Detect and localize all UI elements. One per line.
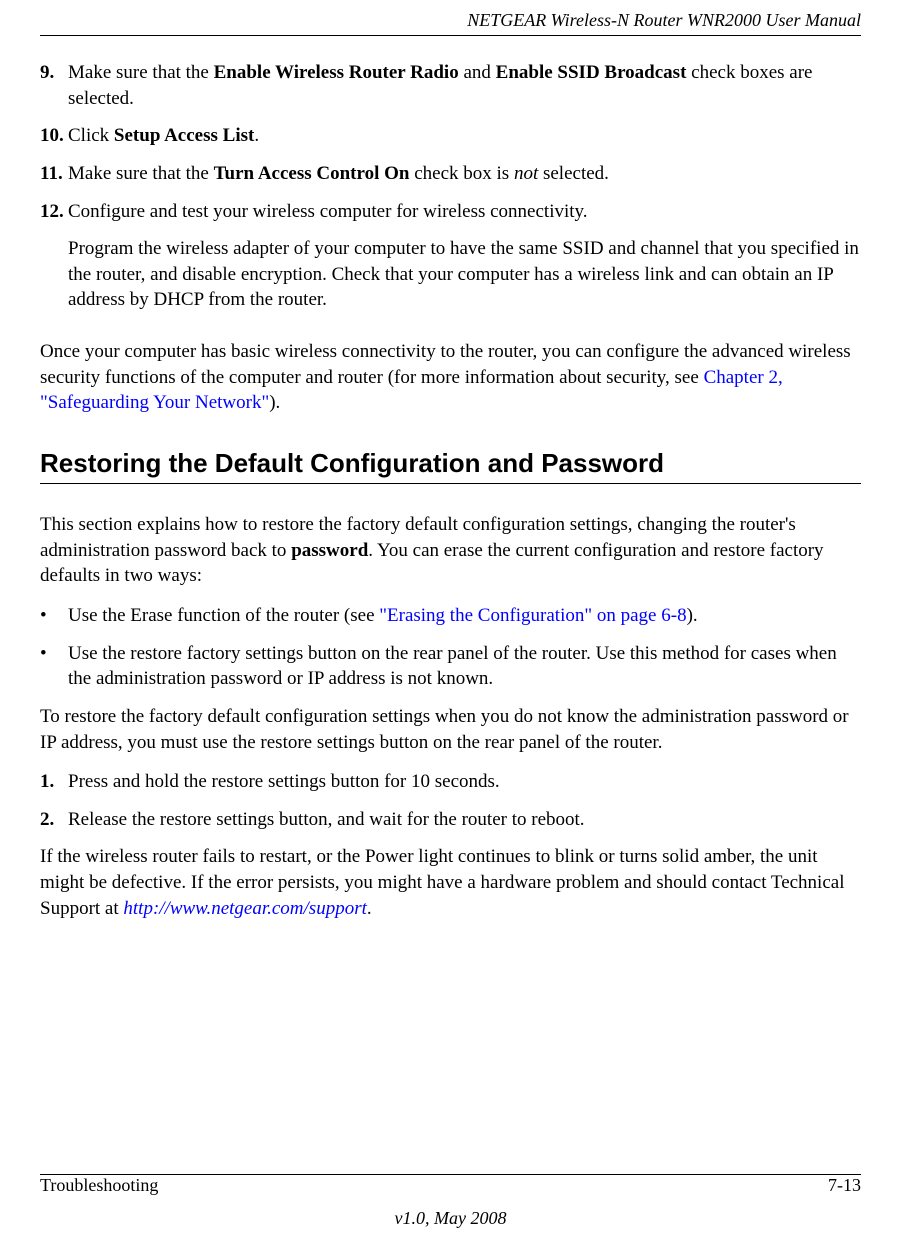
text: Make sure that the: [68, 163, 214, 184]
step-12: 12. Configure and test your wireless com…: [40, 199, 861, 328]
footer-page-number: 7-13: [828, 1175, 861, 1196]
bullet-body: Use the Erase function of the router (se…: [68, 603, 861, 629]
bold-text: Enable SSID Broadcast: [496, 62, 687, 83]
text: and: [459, 62, 496, 83]
section-rule: [40, 483, 861, 484]
text: .: [254, 125, 259, 146]
cross-ref-link[interactable]: "Erasing the Configuration" on page 6-8: [379, 605, 686, 626]
step-body: Release the restore settings button, and…: [68, 807, 861, 833]
text: check box is: [409, 163, 513, 184]
step-number: 9.: [40, 60, 68, 111]
bullet-marker: •: [40, 603, 68, 629]
failure-paragraph: If the wireless router fails to restart,…: [40, 844, 861, 921]
paragraph-after-steps: Once your computer has basic wireless co…: [40, 339, 861, 416]
bold-text: Enable Wireless Router Radio: [214, 62, 459, 83]
section-intro: This section explains how to restore the…: [40, 512, 861, 589]
step-body: Make sure that the Turn Access Control O…: [68, 161, 861, 187]
restore-intro: To restore the factory default configura…: [40, 704, 861, 755]
restore-step-1: 1. Press and hold the restore settings b…: [40, 769, 861, 795]
restore-step-2: 2. Release the restore settings button, …: [40, 807, 861, 833]
step-10: 10. Click Setup Access List.: [40, 123, 861, 149]
step-body: Configure and test your wireless compute…: [68, 199, 861, 328]
text: Configure and test your wireless compute…: [68, 201, 588, 222]
step-body: Press and hold the restore settings butt…: [68, 769, 861, 795]
text: ).: [269, 392, 280, 413]
step-subtext: Program the wireless adapter of your com…: [68, 236, 861, 313]
footer-version: v1.0, May 2008: [40, 1208, 861, 1229]
step-9: 9. Make sure that the Enable Wireless Ro…: [40, 60, 861, 111]
bullet-body: Use the restore factory settings button …: [68, 641, 861, 692]
step-number: 11.: [40, 161, 68, 187]
step-number: 12.: [40, 199, 68, 328]
step-number: 2.: [40, 807, 68, 833]
footer-section-name: Troubleshooting: [40, 1175, 158, 1196]
page-footer: Troubleshooting 7-13 v1.0, May 2008: [40, 1174, 861, 1229]
header-rule: [40, 35, 861, 36]
section-heading: Restoring the Default Configuration and …: [40, 448, 861, 479]
bold-text: password: [291, 540, 368, 561]
text: Make sure that the: [68, 62, 214, 83]
step-body: Make sure that the Enable Wireless Route…: [68, 60, 861, 111]
italic-text: not: [514, 163, 538, 184]
bullet-2: • Use the restore factory settings butto…: [40, 641, 861, 692]
step-number: 10.: [40, 123, 68, 149]
bold-text: Turn Access Control On: [214, 163, 410, 184]
step-body: Click Setup Access List.: [68, 123, 861, 149]
text: .: [367, 898, 372, 919]
support-link[interactable]: http://www.netgear.com/support: [123, 898, 366, 919]
step-11: 11. Make sure that the Turn Access Contr…: [40, 161, 861, 187]
step-number: 1.: [40, 769, 68, 795]
bold-text: Setup Access List: [114, 125, 254, 146]
text: selected.: [538, 163, 609, 184]
bullet-marker: •: [40, 641, 68, 692]
text: Use the Erase function of the router (se…: [68, 605, 379, 626]
bullet-1: • Use the Erase function of the router (…: [40, 603, 861, 629]
text: ).: [687, 605, 698, 626]
text: Click: [68, 125, 114, 146]
running-header: NETGEAR Wireless-N Router WNR2000 User M…: [40, 10, 861, 31]
